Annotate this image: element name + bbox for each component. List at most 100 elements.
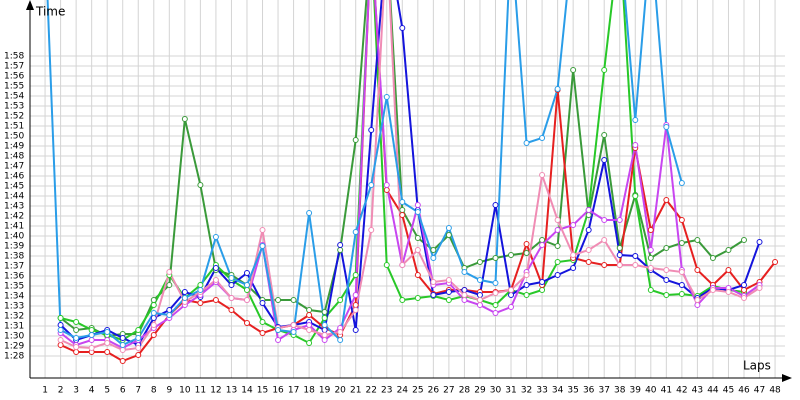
y-tick-label: 1:50 <box>4 132 24 142</box>
data-point <box>647 265 654 271</box>
x-tick-label: 20 <box>334 386 346 396</box>
y-tick-label: 1:58 <box>4 52 24 62</box>
data-point <box>197 282 204 288</box>
data-point <box>694 237 701 243</box>
data-point <box>368 182 375 188</box>
y-tick-label: 1:51 <box>4 122 24 132</box>
x-tick-label: 42 <box>676 386 687 396</box>
y-tick-label: 1:41 <box>4 222 24 232</box>
data-point <box>228 295 235 301</box>
data-point <box>523 140 530 146</box>
data-point <box>476 277 483 283</box>
data-point <box>492 202 499 208</box>
data-point <box>694 267 701 273</box>
data-point <box>523 282 530 288</box>
y-tick-label: 1:34 <box>4 292 24 302</box>
data-point <box>570 222 577 228</box>
y-tick-label: 1:56 <box>4 72 24 82</box>
data-point <box>756 239 763 245</box>
data-point <box>414 202 421 208</box>
x-tick-label: 27 <box>443 386 454 396</box>
data-point <box>601 262 608 268</box>
x-tick-label: 26 <box>428 386 440 396</box>
data-point <box>476 297 483 303</box>
data-point <box>88 327 95 333</box>
data-point <box>399 297 406 303</box>
data-point <box>523 292 530 298</box>
y-tick-label: 1:39 <box>4 242 24 252</box>
x-tick-label: 33 <box>536 386 547 396</box>
x-tick-label: 22 <box>366 386 377 396</box>
data-point <box>73 349 80 355</box>
data-point <box>352 272 359 278</box>
data-point <box>399 212 406 218</box>
data-point <box>228 307 235 313</box>
data-point <box>352 327 359 333</box>
data-point <box>166 307 173 313</box>
data-point <box>243 320 250 326</box>
data-point <box>694 302 701 308</box>
data-point <box>694 297 701 303</box>
data-point <box>725 247 732 253</box>
y-tick-label: 1:31 <box>4 322 24 332</box>
data-point <box>632 117 639 123</box>
data-point <box>461 292 468 298</box>
data-point <box>616 245 623 251</box>
x-tick-label: 10 <box>179 386 191 396</box>
data-point <box>476 292 483 298</box>
data-point <box>461 287 468 293</box>
x-tick-label: 8 <box>151 386 157 396</box>
data-point <box>647 255 654 261</box>
y-tick-label: 1:53 <box>4 102 24 112</box>
data-point <box>601 217 608 223</box>
x-tick-label: 41 <box>661 386 672 396</box>
data-point <box>368 227 375 233</box>
data-point <box>104 329 111 335</box>
data-point <box>352 307 359 313</box>
data-point <box>523 250 530 256</box>
data-point <box>306 307 313 313</box>
data-point <box>352 137 359 143</box>
x-tick-label: 40 <box>645 386 657 396</box>
data-point <box>414 209 421 215</box>
x-tick-label: 21 <box>350 386 361 396</box>
data-point <box>88 332 95 338</box>
data-point <box>275 337 282 343</box>
data-point <box>88 345 95 351</box>
data-point <box>259 330 266 336</box>
data-point <box>383 187 390 193</box>
data-point <box>135 345 142 351</box>
data-point <box>539 135 546 141</box>
data-point <box>275 327 282 333</box>
data-point <box>181 295 188 301</box>
data-point <box>601 67 608 73</box>
data-point <box>243 282 250 288</box>
data-point <box>632 142 639 148</box>
data-point <box>632 262 639 268</box>
series-line <box>46 0 683 347</box>
data-point <box>476 259 483 265</box>
data-point <box>212 234 219 240</box>
data-point <box>663 292 670 298</box>
x-tick-label: 4 <box>89 386 95 396</box>
data-point <box>740 282 747 288</box>
data-point <box>414 272 421 278</box>
data-point <box>197 182 204 188</box>
data-point <box>306 340 313 346</box>
data-point <box>73 344 80 350</box>
data-point <box>709 287 716 293</box>
data-point <box>166 312 173 318</box>
data-point <box>337 337 344 343</box>
data-point <box>570 252 577 258</box>
x-tick-label: 18 <box>303 386 315 396</box>
x-tick-label: 3 <box>73 386 79 396</box>
data-point <box>570 265 577 271</box>
data-point <box>290 322 297 328</box>
x-tick-label: 24 <box>397 386 409 396</box>
data-point <box>678 180 685 186</box>
data-point <box>539 279 546 285</box>
data-point <box>585 259 592 265</box>
data-point <box>508 304 515 310</box>
data-point <box>663 197 670 203</box>
